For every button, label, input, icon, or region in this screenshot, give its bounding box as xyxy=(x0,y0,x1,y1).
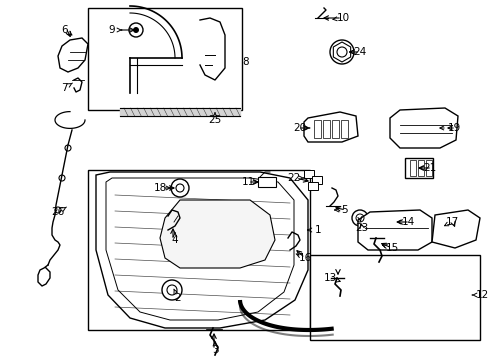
Text: 8: 8 xyxy=(242,57,249,67)
Polygon shape xyxy=(96,172,307,328)
Circle shape xyxy=(162,280,182,300)
Circle shape xyxy=(329,40,353,64)
Bar xyxy=(331,120,338,138)
Bar xyxy=(340,120,347,138)
Text: 16: 16 xyxy=(298,253,311,263)
Text: 18: 18 xyxy=(153,183,166,193)
Circle shape xyxy=(351,210,367,226)
Text: 20: 20 xyxy=(293,123,306,133)
Text: 25: 25 xyxy=(208,115,221,125)
Text: 19: 19 xyxy=(447,123,460,133)
Text: 13: 13 xyxy=(323,273,336,283)
Bar xyxy=(425,160,431,176)
Bar xyxy=(311,176,321,184)
Bar xyxy=(409,160,415,176)
Text: 10: 10 xyxy=(336,13,349,23)
Text: 2: 2 xyxy=(174,293,181,303)
Bar xyxy=(313,120,320,138)
Text: 21: 21 xyxy=(423,163,436,173)
Text: 7: 7 xyxy=(61,83,67,93)
Circle shape xyxy=(133,27,139,33)
Text: 26: 26 xyxy=(51,207,64,217)
Bar xyxy=(323,120,329,138)
Text: 15: 15 xyxy=(385,243,398,253)
Text: 17: 17 xyxy=(445,217,458,227)
Bar xyxy=(307,182,317,190)
Text: 4: 4 xyxy=(171,235,178,245)
Polygon shape xyxy=(333,42,350,62)
Polygon shape xyxy=(304,112,357,142)
Text: 22: 22 xyxy=(287,173,300,183)
Text: 14: 14 xyxy=(401,217,414,227)
Text: 23: 23 xyxy=(355,223,368,233)
Polygon shape xyxy=(58,38,88,72)
Bar xyxy=(404,158,432,178)
Text: 3: 3 xyxy=(211,345,218,355)
Bar xyxy=(258,177,275,187)
Text: 5: 5 xyxy=(341,205,347,215)
Circle shape xyxy=(171,179,189,197)
Text: 6: 6 xyxy=(61,25,68,35)
Bar xyxy=(417,160,423,176)
Bar xyxy=(88,8,242,110)
Text: 12: 12 xyxy=(474,290,488,300)
Bar xyxy=(309,255,479,340)
Bar xyxy=(304,170,313,178)
Polygon shape xyxy=(431,210,479,248)
Polygon shape xyxy=(357,210,431,250)
Text: 1: 1 xyxy=(314,225,321,235)
Polygon shape xyxy=(389,108,457,148)
Text: 9: 9 xyxy=(108,25,115,35)
Text: 11: 11 xyxy=(241,177,254,187)
Polygon shape xyxy=(160,200,274,268)
Text: 24: 24 xyxy=(353,47,366,57)
Bar xyxy=(88,170,309,330)
